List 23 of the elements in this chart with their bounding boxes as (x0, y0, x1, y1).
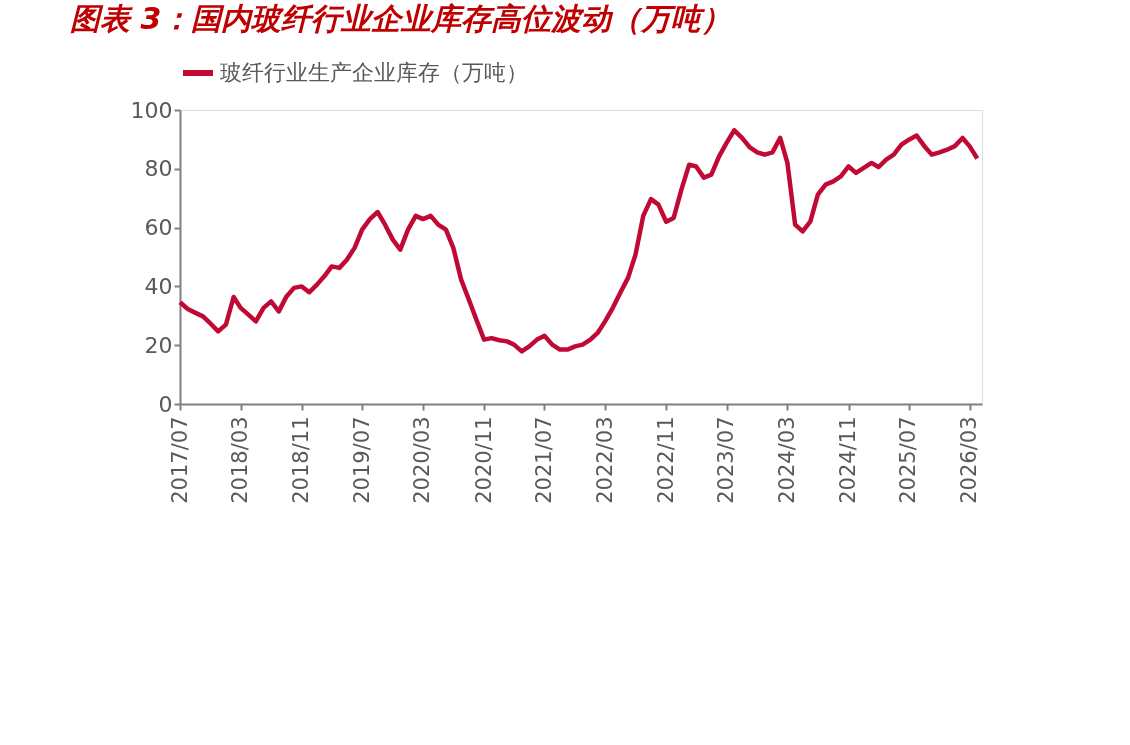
line-series (177, 128, 980, 354)
y-tick-label: 0 (158, 391, 173, 417)
x-tick-label: 2022/03 (592, 416, 617, 504)
chart-title: 图表 3：国内玻纤行业企业库存高位波动（万吨） (70, 1, 732, 36)
y-tick-label: 60 (144, 215, 173, 241)
x-tick-label: 2022/11 (653, 416, 678, 504)
x-tick-label: 2020/03 (410, 416, 435, 504)
x-tick-label: 2023/07 (714, 416, 739, 504)
x-tick-label: 2019/07 (349, 416, 374, 504)
x-tick-label: 2017/07 (167, 416, 192, 504)
x-tick-label: 2020/11 (471, 416, 496, 504)
x-tick-label: 2024/11 (836, 416, 861, 504)
x-tick-label: 2018/11 (289, 416, 314, 504)
x-tick-label: 2026/03 (957, 416, 982, 504)
x-tick-label: 2021/07 (531, 416, 556, 504)
y-tick-label: 80 (144, 156, 173, 182)
y-tick-label: 20 (144, 332, 173, 358)
legend-label: 玻纤行业生产企业库存（万吨） (220, 60, 528, 85)
x-tick-label: 2025/07 (896, 416, 921, 504)
y-tick-label: 100 (130, 97, 173, 123)
x-tick-label: 2024/03 (774, 416, 799, 504)
y-tick-label: 40 (144, 273, 173, 299)
x-tick-label: 2018/03 (228, 416, 253, 504)
